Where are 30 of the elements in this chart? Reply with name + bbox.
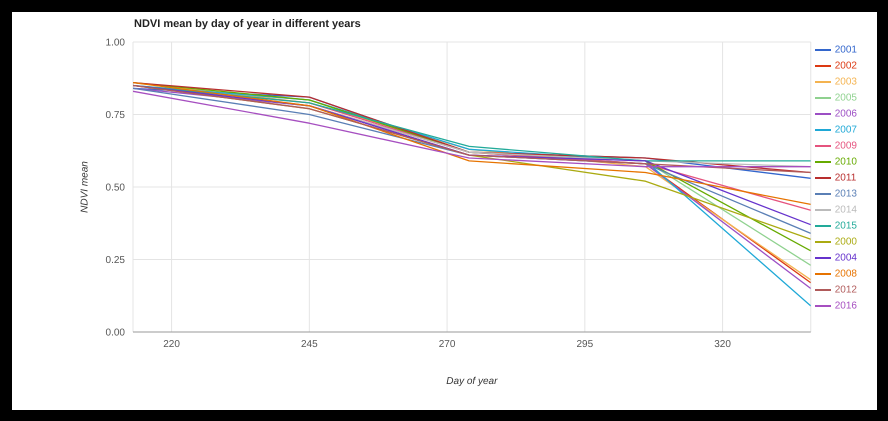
y-tick-label: 0.00 xyxy=(106,328,126,339)
legend-label: 2002 xyxy=(834,60,857,72)
y-tick-label: 0.75 xyxy=(106,110,126,122)
legend-label: 2007 xyxy=(834,124,857,136)
legend-label: 2005 xyxy=(834,92,857,104)
legend-label: 2015 xyxy=(834,220,857,232)
legend-label: 2000 xyxy=(834,236,857,248)
legend-label: 2011 xyxy=(834,172,856,184)
legend-label: 2009 xyxy=(834,140,857,152)
legend-label: 2016 xyxy=(834,300,857,312)
x-tick-label: 245 xyxy=(300,339,318,350)
legend-label: 2004 xyxy=(834,252,857,264)
x-tick-label: 220 xyxy=(163,339,180,350)
legend-label: 2006 xyxy=(834,108,857,120)
y-tick-label: 0.25 xyxy=(106,255,126,266)
legend-label: 2012 xyxy=(834,284,857,296)
legend-label: 2008 xyxy=(834,268,857,280)
y-tick-label: 0.50 xyxy=(106,182,126,194)
legend-label: 2010 xyxy=(834,156,857,168)
x-tick-label: 295 xyxy=(576,339,594,350)
legend-label: 2013 xyxy=(834,188,857,200)
chart-title: NDVI mean by day of year in different years xyxy=(134,18,361,30)
legend-label: 2003 xyxy=(834,76,857,88)
legend-label: 2014 xyxy=(834,204,857,216)
y-axis-title: NDVI mean xyxy=(80,160,91,213)
x-axis-title: Day of year xyxy=(446,376,498,387)
legend-label: 2001 xyxy=(834,44,857,56)
y-tick-label: 1.00 xyxy=(106,38,126,49)
x-tick-label: 320 xyxy=(714,339,732,350)
x-tick-label: 270 xyxy=(438,339,456,350)
